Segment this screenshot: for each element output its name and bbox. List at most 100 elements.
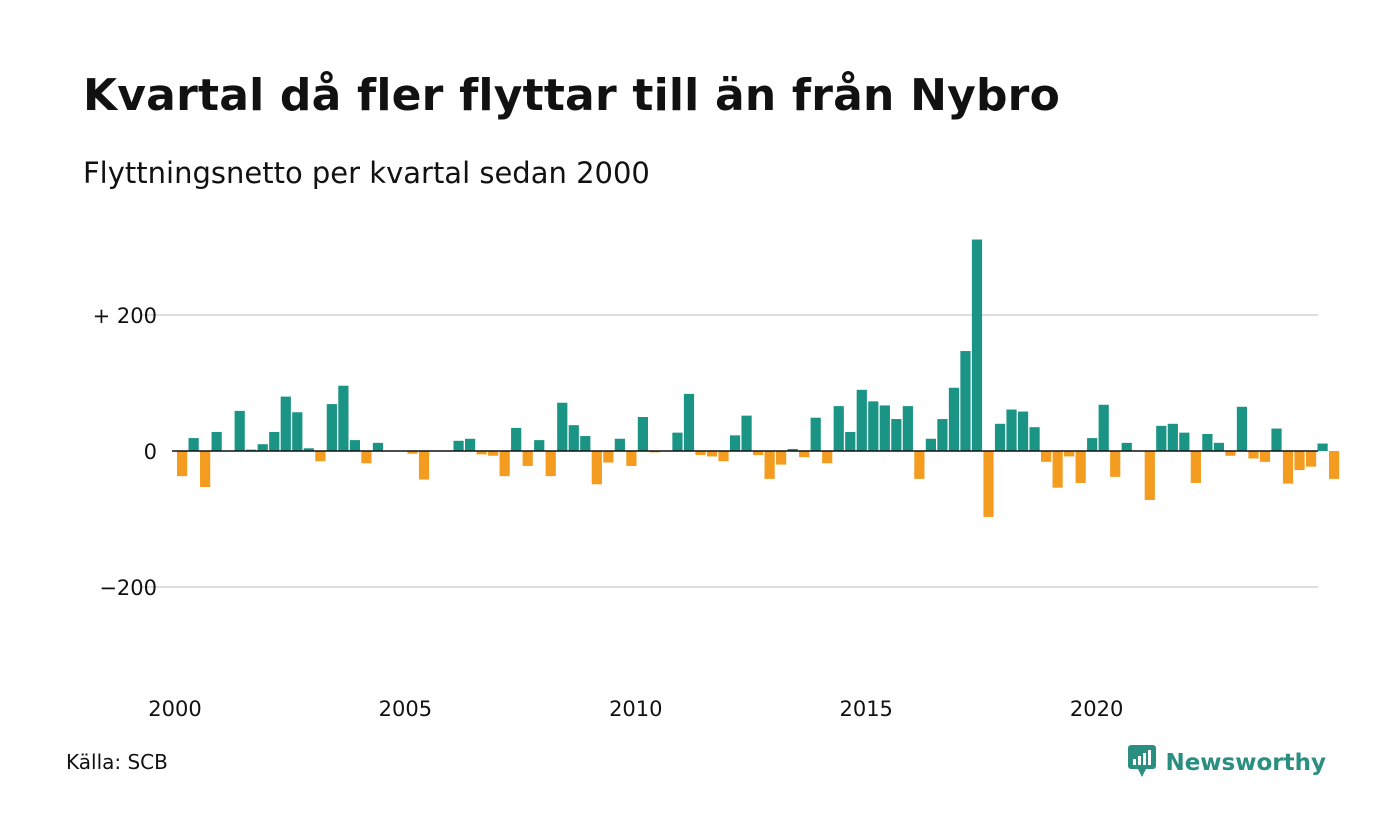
bar	[1041, 451, 1052, 462]
bar	[822, 451, 833, 464]
bar	[534, 440, 545, 451]
y-tick-label: + 200	[93, 304, 157, 328]
bar	[407, 451, 418, 454]
bar	[764, 451, 775, 479]
bar	[948, 387, 960, 451]
bar	[1029, 427, 1040, 451]
bar	[177, 451, 188, 477]
grid-lines	[142, 314, 1318, 588]
bar	[891, 419, 902, 451]
bar	[1294, 451, 1305, 471]
bar	[845, 431, 856, 451]
bar	[729, 435, 741, 451]
bar	[695, 451, 706, 456]
bar	[315, 451, 326, 462]
bar	[983, 451, 994, 517]
bar	[349, 440, 360, 451]
bar	[902, 406, 913, 451]
bar	[925, 438, 936, 451]
bar	[326, 404, 337, 451]
bar	[672, 432, 683, 451]
bar	[1006, 409, 1017, 451]
bar	[303, 448, 314, 451]
bar	[269, 431, 280, 451]
bar	[683, 393, 695, 451]
bar	[453, 440, 464, 451]
bar	[971, 239, 983, 451]
bar	[372, 442, 384, 451]
bar	[1271, 428, 1282, 451]
bar	[626, 451, 637, 466]
chart-subtitle: Flyttningsnetto per kvartal sedan 2000	[83, 156, 650, 190]
bar	[1236, 406, 1248, 451]
bar	[1190, 451, 1201, 483]
bar	[1282, 451, 1294, 484]
bar	[753, 451, 764, 456]
bar	[833, 406, 844, 451]
bar	[511, 427, 522, 451]
newsworthy-logo-icon	[1127, 744, 1157, 782]
bar	[1121, 442, 1132, 451]
y-tick-label: −200	[99, 576, 157, 600]
bar	[1167, 423, 1178, 451]
bar	[787, 448, 798, 451]
bar	[499, 451, 510, 477]
bar	[465, 438, 476, 451]
bar	[856, 389, 867, 451]
bar	[741, 415, 752, 451]
bar	[200, 451, 211, 488]
bar	[994, 423, 1006, 451]
bar	[937, 419, 948, 451]
x-tick-label: 2020	[1070, 697, 1123, 721]
source-note: Källa: SCB	[66, 750, 168, 774]
bar	[1248, 451, 1259, 459]
bar	[292, 412, 303, 451]
y-axis-ticks: + 200 0 −200	[93, 304, 157, 600]
bar	[234, 410, 245, 451]
bar	[1305, 451, 1317, 467]
bar	[868, 401, 879, 451]
bar	[614, 438, 625, 451]
bar	[418, 451, 430, 480]
bar	[580, 436, 591, 451]
bar	[776, 451, 787, 465]
bar	[257, 444, 268, 451]
bar	[568, 425, 579, 451]
bar	[706, 451, 718, 457]
bar	[1144, 451, 1155, 500]
x-tick-label: 2010	[609, 697, 662, 721]
bar	[361, 451, 372, 464]
bar	[718, 451, 729, 462]
brand[interactable]: Newsworthy	[1127, 744, 1326, 782]
bar	[1110, 451, 1121, 477]
bar	[557, 402, 568, 451]
bar	[799, 451, 810, 458]
bar	[338, 385, 349, 451]
bar	[488, 451, 499, 456]
bar	[879, 405, 890, 451]
bar	[1259, 451, 1271, 462]
bar	[960, 351, 971, 451]
bar	[211, 431, 222, 451]
bar	[1052, 451, 1063, 488]
y-tick-label: 0	[144, 440, 157, 464]
brand-name: Newsworthy	[1165, 750, 1326, 776]
bar	[914, 451, 925, 479]
bar	[1017, 411, 1029, 451]
bar	[1087, 438, 1098, 451]
bar	[1213, 442, 1224, 451]
bar	[810, 417, 821, 451]
x-axis-ticks: 2000 2005 2010 2015 2020	[148, 697, 1123, 721]
chart-title: Kvartal då fler flyttar till än från Nyb…	[83, 70, 1061, 121]
bar	[603, 451, 614, 463]
bar	[1202, 434, 1213, 451]
bar	[188, 438, 199, 451]
bar	[280, 396, 291, 451]
bar	[1329, 451, 1340, 479]
x-tick-label: 2000	[148, 697, 201, 721]
bar	[522, 451, 533, 466]
bar	[476, 451, 487, 455]
bar	[1317, 443, 1328, 451]
bar	[1075, 451, 1086, 483]
